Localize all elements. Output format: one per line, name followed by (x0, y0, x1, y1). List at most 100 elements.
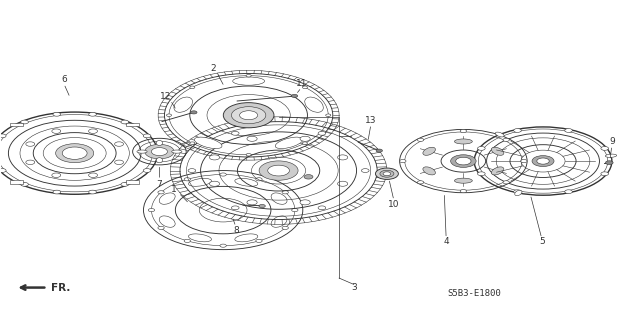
Circle shape (115, 160, 124, 165)
Ellipse shape (515, 190, 522, 196)
Circle shape (564, 129, 572, 132)
Circle shape (532, 156, 554, 167)
Ellipse shape (159, 193, 175, 204)
Circle shape (477, 146, 485, 150)
Circle shape (246, 74, 251, 77)
Circle shape (256, 239, 262, 242)
Circle shape (514, 129, 522, 132)
Ellipse shape (305, 97, 323, 112)
Circle shape (376, 168, 398, 179)
Circle shape (282, 226, 289, 229)
Circle shape (190, 86, 195, 89)
Ellipse shape (492, 167, 504, 175)
Circle shape (209, 155, 220, 160)
Text: 3: 3 (351, 283, 356, 292)
Circle shape (20, 120, 28, 124)
Ellipse shape (156, 158, 163, 163)
Circle shape (0, 134, 6, 138)
Circle shape (302, 86, 307, 89)
Circle shape (220, 244, 227, 247)
Circle shape (143, 168, 151, 172)
Text: 9: 9 (609, 137, 615, 146)
Circle shape (383, 172, 391, 176)
Text: 5: 5 (539, 237, 545, 246)
Circle shape (456, 157, 471, 165)
Circle shape (191, 111, 197, 114)
FancyBboxPatch shape (126, 180, 139, 184)
Ellipse shape (235, 178, 258, 186)
Circle shape (232, 206, 239, 210)
Circle shape (166, 114, 172, 116)
Circle shape (247, 200, 257, 205)
Circle shape (121, 182, 129, 186)
Circle shape (52, 129, 61, 133)
Circle shape (56, 144, 93, 163)
Circle shape (259, 204, 266, 208)
Ellipse shape (188, 178, 211, 186)
Circle shape (143, 134, 151, 138)
Circle shape (300, 200, 310, 205)
Circle shape (26, 142, 35, 146)
Circle shape (246, 153, 251, 156)
Circle shape (232, 107, 266, 124)
Circle shape (62, 147, 87, 160)
Circle shape (291, 94, 298, 98)
FancyBboxPatch shape (126, 122, 139, 126)
Ellipse shape (275, 137, 303, 149)
Text: 8: 8 (233, 226, 239, 235)
Circle shape (601, 172, 609, 176)
Text: 13: 13 (365, 116, 377, 125)
Ellipse shape (172, 150, 182, 153)
Circle shape (184, 178, 191, 181)
Circle shape (282, 191, 289, 194)
Circle shape (460, 189, 467, 193)
Circle shape (115, 142, 124, 146)
Circle shape (318, 206, 326, 210)
Ellipse shape (492, 147, 504, 155)
Circle shape (537, 158, 549, 164)
Circle shape (292, 209, 298, 212)
Ellipse shape (156, 140, 163, 145)
Circle shape (26, 160, 35, 165)
Ellipse shape (188, 234, 211, 242)
Circle shape (362, 169, 369, 173)
Circle shape (148, 209, 155, 212)
Circle shape (256, 178, 262, 181)
Circle shape (145, 144, 174, 159)
Text: 2: 2 (210, 64, 216, 73)
Circle shape (89, 112, 97, 116)
Circle shape (451, 155, 476, 167)
Circle shape (514, 190, 522, 194)
Text: 4: 4 (444, 237, 449, 246)
Circle shape (503, 181, 509, 184)
Circle shape (152, 148, 168, 156)
Circle shape (503, 138, 509, 141)
Text: FR.: FR. (51, 283, 70, 293)
FancyBboxPatch shape (10, 122, 23, 126)
Ellipse shape (174, 97, 193, 112)
Text: S5B3-E1800: S5B3-E1800 (447, 289, 501, 298)
Ellipse shape (271, 216, 287, 227)
Ellipse shape (454, 178, 472, 183)
Circle shape (380, 170, 394, 177)
Circle shape (268, 165, 289, 176)
Circle shape (326, 114, 331, 116)
Circle shape (184, 239, 191, 242)
Circle shape (399, 160, 406, 163)
Circle shape (0, 168, 6, 172)
Circle shape (521, 160, 527, 163)
Ellipse shape (454, 139, 472, 144)
Circle shape (601, 146, 609, 150)
Text: 7: 7 (157, 180, 163, 189)
Circle shape (52, 173, 61, 177)
Circle shape (337, 181, 348, 186)
Ellipse shape (423, 167, 435, 175)
Text: 12: 12 (160, 92, 172, 101)
Circle shape (89, 190, 97, 194)
Circle shape (239, 111, 258, 120)
Circle shape (151, 151, 159, 155)
Circle shape (605, 161, 613, 165)
Circle shape (300, 136, 310, 141)
Circle shape (53, 190, 61, 194)
Text: 1: 1 (171, 185, 176, 194)
